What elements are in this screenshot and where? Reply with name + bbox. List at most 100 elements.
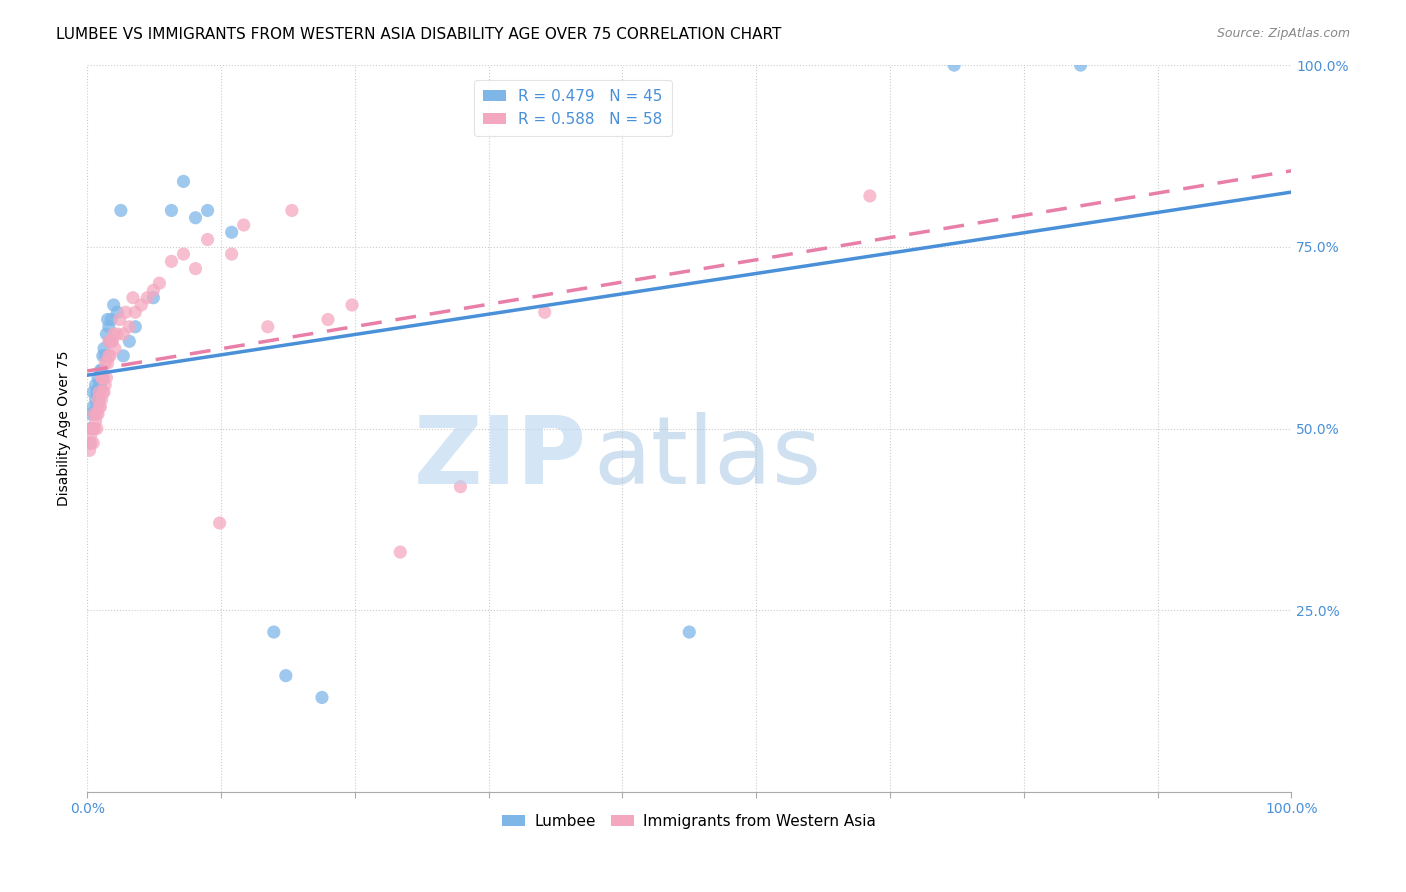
Point (83, 407, 105, 421)
Point (80, 436, 103, 450)
Point (316, 312, 339, 326)
Point (94, 378, 117, 392)
Point (859, 189, 882, 203)
Point (87, 385, 110, 400)
Point (148, 276, 170, 290)
Point (89, 400, 111, 414)
Point (274, 668, 297, 682)
Point (86, 421, 108, 435)
Point (100, 312, 122, 326)
Point (281, 203, 304, 218)
Point (1070, 58, 1092, 72)
Point (90, 363, 112, 377)
Point (131, 298, 153, 312)
Point (91, 370, 114, 384)
Point (678, 625, 700, 640)
Point (100, 334, 122, 349)
Point (94, 356, 117, 370)
Point (97, 319, 120, 334)
Point (105, 305, 128, 319)
Point (232, 218, 254, 232)
Point (89, 378, 111, 392)
Point (82, 385, 104, 400)
Point (86, 385, 108, 400)
Point (124, 305, 146, 319)
Point (112, 326, 135, 341)
Point (263, 625, 285, 640)
Point (89, 378, 111, 392)
Point (84, 414, 107, 428)
Point (80, 421, 103, 435)
Point (83, 421, 105, 435)
Point (80, 421, 103, 435)
Point (142, 291, 165, 305)
Point (96, 326, 118, 341)
Point (84, 378, 107, 392)
Point (101, 334, 124, 349)
Point (90, 370, 112, 384)
Point (93, 385, 115, 400)
Point (91, 385, 114, 400)
Point (89, 400, 111, 414)
Text: ZIP: ZIP (413, 411, 586, 504)
Point (173, 247, 195, 261)
Point (197, 203, 219, 218)
Point (160, 254, 183, 268)
Point (94, 349, 117, 363)
Point (98, 334, 121, 349)
Point (91, 349, 114, 363)
Point (84, 392, 107, 407)
Text: LUMBEE VS IMMIGRANTS FROM WESTERN ASIA DISABILITY AGE OVER 75 CORRELATION CHART: LUMBEE VS IMMIGRANTS FROM WESTERN ASIA D… (56, 27, 782, 42)
Text: atlas: atlas (593, 411, 821, 504)
Point (208, 516, 231, 530)
Point (136, 291, 159, 305)
Point (97, 356, 120, 370)
Point (103, 326, 125, 341)
Point (110, 203, 132, 218)
Point (124, 319, 146, 334)
Point (340, 298, 363, 312)
Point (256, 319, 278, 334)
Point (89, 385, 111, 400)
Point (98, 349, 121, 363)
Point (97, 349, 120, 363)
Point (79, 436, 101, 450)
Point (160, 203, 183, 218)
Point (103, 298, 125, 312)
Point (112, 349, 135, 363)
Point (311, 690, 333, 705)
Point (80, 429, 103, 443)
Point (83, 407, 105, 421)
Y-axis label: Disability Age Over 75: Disability Age Over 75 (58, 351, 72, 507)
Point (87, 392, 110, 407)
Point (86, 400, 108, 414)
Point (114, 305, 136, 319)
Point (118, 334, 141, 349)
Point (173, 174, 195, 188)
Point (184, 211, 207, 225)
Point (80, 421, 103, 435)
Point (943, 58, 966, 72)
Text: Source: ZipAtlas.com: Source: ZipAtlas.com (1216, 27, 1350, 40)
Point (184, 261, 207, 276)
Point (118, 319, 141, 334)
Point (104, 342, 127, 356)
Point (90, 392, 112, 407)
Point (80, 407, 103, 421)
Point (82, 421, 104, 435)
Point (82, 400, 104, 414)
Point (142, 284, 165, 298)
Point (79, 443, 101, 458)
Point (87, 407, 110, 421)
Point (89, 363, 111, 377)
Point (197, 233, 219, 247)
Legend: Lumbee, Immigrants from Western Asia: Lumbee, Immigrants from Western Asia (496, 808, 882, 835)
Point (86, 407, 108, 421)
Point (91, 370, 114, 384)
Point (97, 312, 120, 326)
Point (93, 342, 115, 356)
Point (389, 545, 412, 559)
Point (108, 312, 131, 326)
Point (96, 370, 118, 384)
Point (221, 225, 243, 239)
